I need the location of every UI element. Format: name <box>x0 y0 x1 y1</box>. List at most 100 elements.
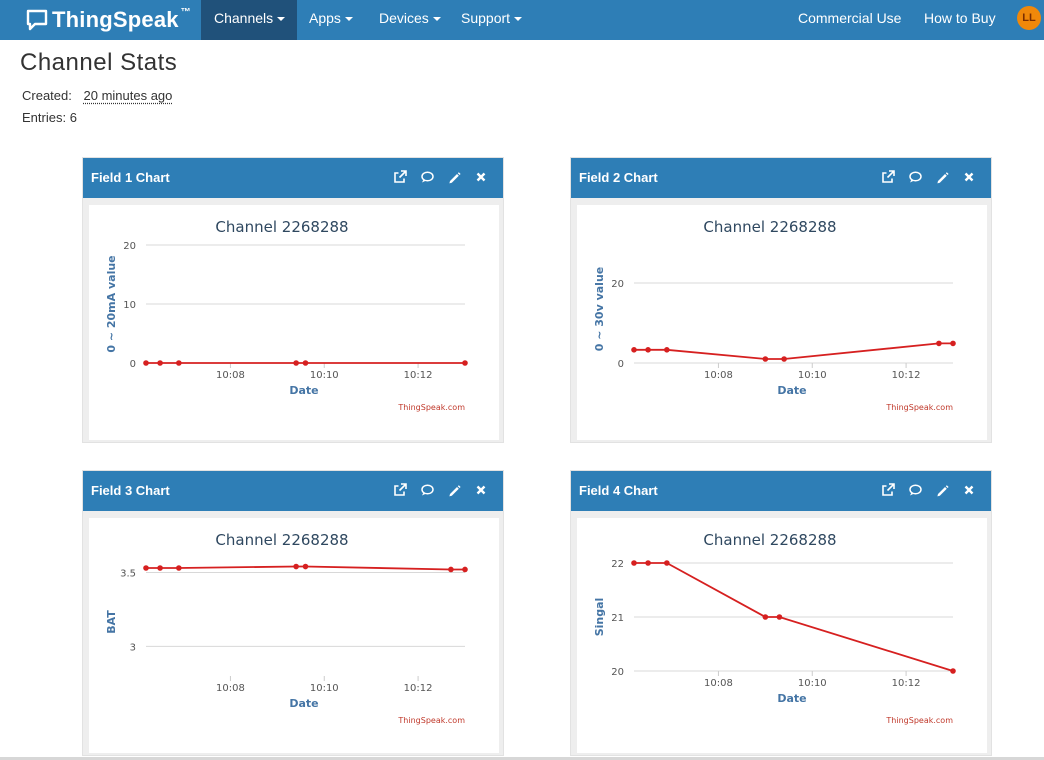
brand-trademark: ™ <box>180 6 191 18</box>
x-tick-label: 10:12 <box>892 370 921 381</box>
panel-header: Field 2 Chart <box>571 158 991 198</box>
data-point <box>302 360 309 366</box>
comment-icon[interactable] <box>907 482 923 498</box>
panel-title: Field 4 Chart <box>579 483 658 498</box>
chart-title: Channel 2268288 <box>215 531 348 549</box>
data-point <box>781 356 787 362</box>
field-4-chart[interactable]: Channel 2268288 20 21 22 10:08 10:10 10:12 Date… <box>577 518 987 753</box>
comment-icon[interactable] <box>907 169 923 185</box>
data-point <box>950 340 956 347</box>
comment-icon[interactable] <box>419 482 435 498</box>
chart-title: Channel 2268288 <box>215 218 348 236</box>
thingspeak-credit: ThingSpeak.com <box>397 403 465 412</box>
x-axis-title: Date <box>777 384 806 397</box>
pencil-icon[interactable] <box>446 169 462 185</box>
thingspeak-logo[interactable]: ThingSpeak ™ <box>26 5 191 35</box>
field-4-chart-panel: Field 4 Chart Channel 2268288 20 21 22 10:08… <box>570 470 992 756</box>
created-line: Created: 20 minutes ago <box>22 88 172 103</box>
field-3-chart-panel: Field 3 Chart Channel 2268288 3 3.5 10:08 10… <box>82 470 504 756</box>
close-icon[interactable] <box>473 482 489 498</box>
x-axis-title: Date <box>777 692 806 705</box>
field-2-chart-panel: Field 2 Chart Channel 2268288 0 20 10:08 10:… <box>570 157 992 443</box>
data-point <box>462 566 468 573</box>
y-tick-label: 20 <box>611 279 624 290</box>
data-point <box>664 347 670 353</box>
nav-apps-label: Apps <box>309 10 341 26</box>
nav-devices-label: Devices <box>379 10 429 26</box>
data-point <box>293 563 299 570</box>
external-link-icon[interactable] <box>880 482 896 498</box>
x-tick-label: 10:08 <box>216 370 245 381</box>
nav-support-label: Support <box>461 10 511 26</box>
y-tick-label: 10 <box>123 300 136 311</box>
nav-support[interactable]: Support <box>461 0 523 40</box>
nav-channels[interactable]: Channels <box>201 0 297 40</box>
close-icon[interactable] <box>961 169 977 185</box>
thingspeak-credit: ThingSpeak.com <box>885 716 953 725</box>
nav-channels-label: Channels <box>214 10 274 26</box>
x-tick-label: 10:12 <box>404 370 433 381</box>
horizontal-scrollbar[interactable] <box>0 757 1044 760</box>
data-point <box>762 356 769 362</box>
panel-header: Field 4 Chart <box>571 471 991 511</box>
panel-header: Field 3 Chart <box>83 471 503 511</box>
x-tick-label: 10:10 <box>798 370 827 381</box>
y-tick-label: 3.5 <box>120 568 136 579</box>
chart-title: Channel 2268288 <box>703 531 836 549</box>
data-point <box>462 360 468 366</box>
data-point <box>448 566 454 573</box>
y-axis-title: BAT <box>105 610 118 634</box>
comment-icon[interactable] <box>419 169 435 185</box>
y-tick-label: 0 <box>618 359 624 370</box>
pencil-icon[interactable] <box>934 169 950 185</box>
top-navbar: ThingSpeak ™ Channels Apps Devices Suppo… <box>0 0 1044 40</box>
caret-down-icon <box>432 17 441 22</box>
close-icon[interactable] <box>961 482 977 498</box>
pencil-icon[interactable] <box>934 482 950 498</box>
panel-title: Field 2 Chart <box>579 170 658 185</box>
external-link-icon[interactable] <box>392 169 408 185</box>
data-point <box>645 560 651 566</box>
x-axis-title: Date <box>289 384 318 397</box>
nav-commercial-use[interactable]: Commercial Use <box>798 10 902 26</box>
data-point <box>302 563 309 570</box>
field-1-chart-svg: Channel 2268288 0 10 20 10:08 10:10 10:12 Date 0… <box>105 218 468 412</box>
data-point <box>936 340 942 347</box>
data-point <box>645 347 651 353</box>
field-1-chart-panel: Field 1 Chart Channel 2268288 0 10 20 10:08 1… <box>82 157 504 443</box>
thingspeak-credit: ThingSpeak.com <box>397 716 465 725</box>
y-tick-label: 20 <box>611 667 624 678</box>
nav-apps[interactable]: Apps <box>309 0 353 40</box>
y-axis-title: 0 ~ 20mA value <box>105 255 118 352</box>
series-line <box>634 342 953 360</box>
external-link-icon[interactable] <box>392 482 408 498</box>
user-avatar[interactable]: LL <box>1017 6 1041 30</box>
page-title: Channel Stats <box>20 49 178 76</box>
panel-title: Field 3 Chart <box>91 483 170 498</box>
speech-bubble-icon <box>26 9 48 31</box>
x-tick-label: 10:10 <box>798 678 827 689</box>
y-axis-title: Singal <box>593 598 606 637</box>
data-point <box>143 565 149 571</box>
created-value: 20 minutes ago <box>83 88 173 103</box>
data-point <box>950 668 956 674</box>
entries-value: 6 <box>69 110 77 125</box>
nav-how-to-buy[interactable]: How to Buy <box>924 10 996 26</box>
external-link-icon[interactable] <box>880 169 896 185</box>
field-1-chart[interactable]: Channel 2268288 0 10 20 10:08 10:10 10:12 Date 0… <box>89 205 499 440</box>
field-2-chart[interactable]: Channel 2268288 0 20 10:08 10:10 10:12 Date 0 ~… <box>577 205 987 440</box>
close-icon[interactable] <box>473 169 489 185</box>
x-tick-label: 10:10 <box>310 370 339 381</box>
panel-header: Field 1 Chart <box>83 158 503 198</box>
x-tick-label: 10:08 <box>704 678 733 689</box>
field-2-chart-svg: Channel 2268288 0 20 10:08 10:10 10:12 Date 0 ~… <box>593 218 956 412</box>
entries-line: Entries: 6 <box>22 110 77 125</box>
field-3-chart[interactable]: Channel 2268288 3 3.5 10:08 10:10 10:12 Date BA… <box>89 518 499 753</box>
caret-down-icon <box>277 17 286 22</box>
nav-devices[interactable]: Devices <box>379 0 441 40</box>
data-point <box>176 565 182 571</box>
data-point <box>631 560 637 566</box>
y-tick-label: 0 <box>130 359 136 370</box>
pencil-icon[interactable] <box>446 482 462 498</box>
x-tick-label: 10:12 <box>404 683 433 694</box>
